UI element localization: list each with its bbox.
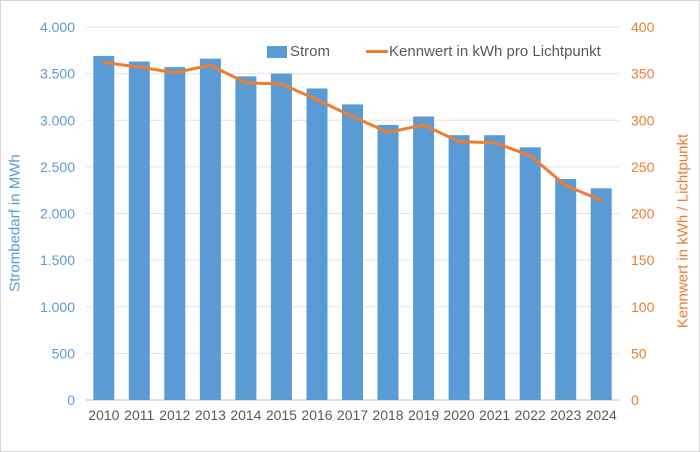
x-axis-label-2011: 2011	[124, 407, 154, 423]
legend: Strom Kennwert in kWh pro Lichtpunkt	[267, 43, 601, 60]
legend-item-kennwert: Kennwert in kWh pro Lichtpunkt	[366, 43, 601, 60]
right-axis-tick-label: 300	[631, 112, 655, 128]
bar-2021	[484, 135, 506, 400]
x-axis-label-2022: 2022	[515, 407, 546, 423]
bar-2020	[448, 135, 470, 400]
left-axis-tick-label: 500	[52, 345, 76, 361]
right-axis-tick-label: 400	[631, 19, 655, 35]
right-axis-tick-label: 250	[631, 159, 655, 175]
left-axis-tick-label: 3.500	[40, 66, 75, 82]
bar-2018	[377, 124, 399, 401]
x-axis-label-2012: 2012	[159, 407, 190, 423]
x-axis-label-2019: 2019	[408, 407, 439, 423]
right-axis-title: Kennwert in kWh / Lichtpunkt	[674, 133, 692, 329]
right-axis-tick-label: 100	[631, 299, 655, 315]
x-axis-label-2020: 2020	[444, 407, 475, 423]
x-axis-label-2023: 2023	[550, 407, 581, 423]
right-axis-tick-label: 0	[631, 392, 639, 408]
kennwert-legend-swatch	[366, 50, 389, 53]
x-axis-label-2010: 2010	[88, 407, 119, 423]
legend-item-strom: Strom	[267, 43, 330, 60]
bar-2012	[164, 67, 186, 400]
bar-2013	[199, 58, 221, 400]
x-axis-label-2024: 2024	[586, 407, 617, 423]
right-axis-tick-label: 50	[631, 345, 647, 361]
bar-2017	[342, 104, 363, 401]
x-axis-label-2018: 2018	[372, 407, 403, 423]
x-axis-label-2021: 2021	[479, 407, 510, 423]
left-axis-tick-label: 1.500	[40, 252, 75, 268]
right-axis-tick-label: 150	[631, 252, 655, 268]
strom-legend-label: Strom	[290, 43, 331, 60]
left-axis-tick-label: 1.000	[40, 299, 75, 315]
bar-2023	[555, 179, 577, 400]
x-axis-label-2017: 2017	[337, 407, 368, 423]
x-axis-label-2014: 2014	[230, 407, 261, 423]
strom-legend-swatch	[267, 45, 287, 58]
left-axis-tick-label: 0	[67, 392, 75, 408]
bar-2011	[128, 61, 150, 400]
bar-2015	[270, 73, 292, 400]
x-axis-label-2015: 2015	[266, 407, 297, 423]
left-axis-title: Strombedarf in MWh	[6, 154, 24, 292]
right-axis-tick-label: 200	[631, 206, 655, 222]
left-axis-tick-label: 2.500	[40, 159, 75, 175]
bar-2016	[306, 88, 328, 400]
kennwert-legend-label: Kennwert in kWh pro Lichtpunkt	[389, 43, 601, 60]
x-axis-label-2013: 2013	[195, 407, 226, 423]
bar-2010	[93, 55, 115, 401]
bar-2024	[590, 188, 612, 400]
right-axis-tick-label: 350	[631, 66, 655, 82]
kennwert-line	[102, 60, 603, 202]
x-axis-label-2016: 2016	[301, 407, 332, 423]
left-axis-tick-label: 4.000	[40, 19, 75, 35]
left-axis-tick-label: 3.000	[40, 112, 75, 128]
left-axis-tick-label: 2.000	[40, 206, 75, 222]
bar-2022	[519, 147, 541, 400]
bar-2019	[413, 116, 435, 400]
bar-2014	[235, 76, 257, 401]
